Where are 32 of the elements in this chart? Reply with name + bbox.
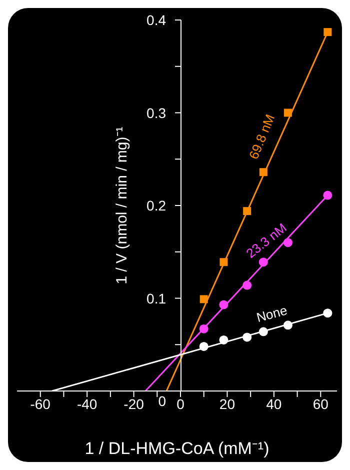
x-tick-label: 40 [266,396,282,412]
x-tick-label: -40 [76,396,98,412]
y-tick-label: 0.1 [146,290,166,306]
point [242,332,252,342]
text: None [254,302,289,326]
text: 69.8 nM [246,112,278,162]
y-tick-label: 0.3 [146,104,166,121]
y-tick-label: 0.2 [146,198,166,214]
point [284,108,292,117]
x-tick-label: 60 [312,396,329,412]
point [258,327,268,336]
x-tick-label: 0 [176,396,185,412]
point [200,295,208,304]
x-tick-label: 20 [219,396,236,412]
point [323,190,332,200]
point [323,308,332,318]
point [283,320,292,330]
point [220,258,228,266]
x-tick-label: -60 [30,396,51,412]
point [324,28,332,36]
y-axis-title: 1 / V (nmol / min / mg)⁻¹ [113,126,130,284]
point [219,335,228,344]
x-tick-label: -20 [124,396,144,412]
point [259,168,268,176]
x-axis-title: 1 / DL-HMG-CoA (mM⁻¹) [84,439,270,458]
y-tick-label: 0.4 [146,12,166,28]
point [219,300,228,310]
point [199,342,208,351]
point [242,280,252,290]
point [199,324,208,334]
text: 23.3 nM [243,220,290,262]
point [243,207,252,216]
